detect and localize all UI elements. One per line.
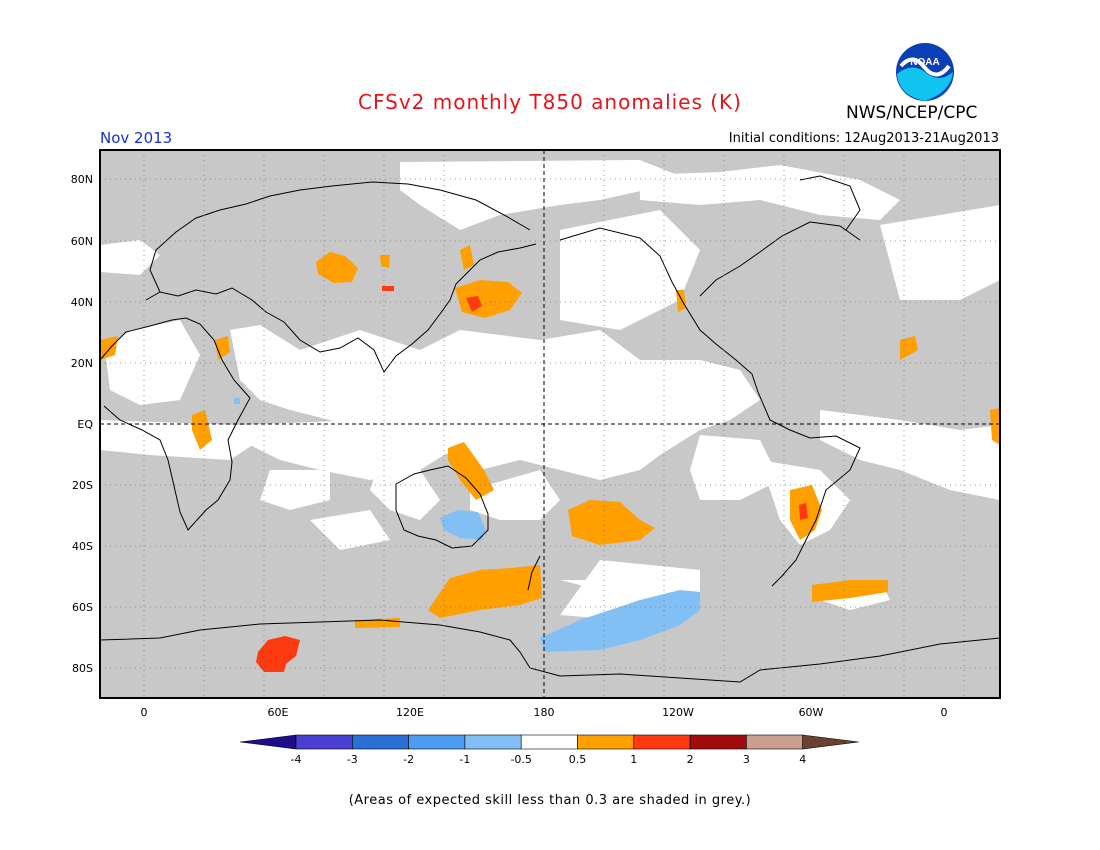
colorbar-label: 4 xyxy=(799,753,806,766)
lat-label: 40S xyxy=(72,540,93,553)
lon-label: 120W xyxy=(662,706,694,719)
colorbar-segment xyxy=(408,734,466,750)
forecast-period: Nov 2013 xyxy=(100,129,173,147)
colorbar: -4 -3 -2 -1 -0.5 0.5 1 2 3 4 xyxy=(239,734,859,766)
lat-label: 60N xyxy=(71,235,93,248)
colorbar-segment xyxy=(746,734,804,750)
lat-label: 60S xyxy=(72,601,93,614)
initial-conditions: Initial conditions: 12Aug2013-21Aug2013 xyxy=(728,131,999,146)
colorbar-label: 0.5 xyxy=(569,753,587,766)
colorbar-label: -2 xyxy=(403,753,414,766)
colorbar-segment xyxy=(633,734,691,750)
lat-label: 80S xyxy=(72,662,93,675)
colorbar-label: -1 xyxy=(459,753,470,766)
colorbar-segment xyxy=(239,734,297,750)
lon-label: 180 xyxy=(534,706,555,719)
colorbar-label: -4 xyxy=(291,753,302,766)
map-title: CFSv2 monthly T850 anomalies (K) xyxy=(358,90,742,114)
colorbar-segment xyxy=(577,734,635,750)
map-field xyxy=(100,150,1000,698)
lat-label: 40N xyxy=(71,296,93,309)
coastlines xyxy=(100,175,1000,683)
lon-label: 60W xyxy=(799,706,824,719)
noaa-logo-text: NOAA xyxy=(910,57,939,68)
lon-label: 0 xyxy=(941,706,948,719)
lon-label: 0 xyxy=(141,706,148,719)
colorbar-label: 1 xyxy=(630,753,637,766)
strong-warm-anomaly-regions xyxy=(256,286,808,672)
colorbar-label: -0.5 xyxy=(510,753,531,766)
colorbar-segment xyxy=(351,734,409,750)
latitude-labels: 80N 60N 40N 20N EQ 20S 40S 60S 80S xyxy=(71,173,94,675)
colorbar-segment xyxy=(520,734,578,750)
colorbar-segment xyxy=(295,734,353,750)
lat-label: 20S xyxy=(72,479,93,492)
map-frame xyxy=(99,149,1001,699)
cold-anomaly-regions xyxy=(234,398,700,652)
longitude-labels: 0 60E 120E 180 120W 60W 0 xyxy=(141,706,948,719)
colorbar-label: 3 xyxy=(743,753,750,766)
colorbar-segment xyxy=(689,734,747,750)
lat-label: EQ xyxy=(77,418,93,431)
noaa-logo: NOAA xyxy=(896,43,954,101)
colorbar-segment xyxy=(802,734,859,750)
graticule xyxy=(100,150,1000,698)
colorbar-label: 2 xyxy=(687,753,694,766)
colorbar-label: -3 xyxy=(347,753,358,766)
agency-label: NWS/NCEP/CPC xyxy=(846,103,978,123)
lat-label: 20N xyxy=(71,357,93,370)
colorbar-segment xyxy=(464,734,522,750)
footnote: (Areas of expected skill less than 0.3 a… xyxy=(348,793,752,808)
lat-label: 80N xyxy=(71,173,93,186)
lon-label: 60E xyxy=(268,706,289,719)
lon-label: 120E xyxy=(396,706,424,719)
